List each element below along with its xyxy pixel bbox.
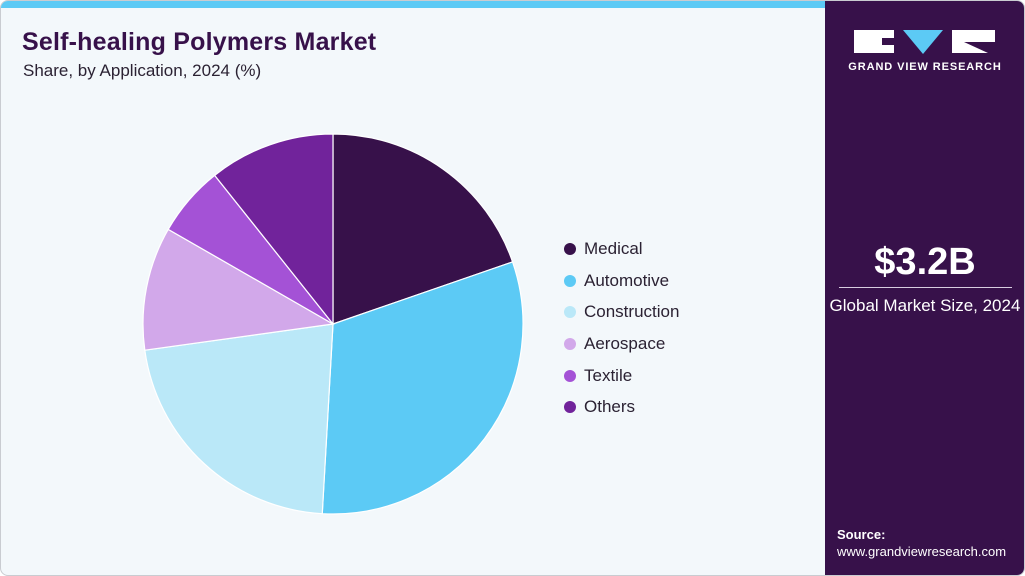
legend-dot-icon: [564, 337, 576, 350]
legend-item-textile: Textile: [564, 360, 679, 392]
source-label: Source:: [837, 527, 886, 542]
pie-slice-automotive: [321, 261, 524, 515]
pie-svg: [142, 133, 524, 515]
pie-slice-construction: [144, 323, 334, 515]
pie-slice-medical: [332, 133, 514, 325]
divider: [839, 287, 1012, 288]
legend: Medical Automotive Construction Aerospac…: [564, 233, 679, 423]
chart-subtitle: Share, by Application, 2024 (%): [23, 61, 262, 80]
legend-label: Others: [584, 397, 636, 417]
legend-label: Medical: [584, 238, 643, 258]
legend-dot-icon: [564, 306, 576, 319]
legend-item-aerospace: Aerospace: [564, 328, 679, 360]
side-panel: [825, 1, 1024, 575]
legend-dot-icon: [564, 401, 576, 414]
legend-label: Automotive: [584, 270, 670, 290]
legend-dot-icon: [564, 369, 576, 382]
pie-chart: [141, 132, 525, 516]
brand-name: GRAND VIEW RESEARCH: [848, 61, 1002, 73]
accent-strip: [1, 1, 825, 8]
pie-slice-others: [213, 133, 334, 326]
gvr-logo-icon: [854, 30, 995, 54]
source-link[interactable]: www.grandviewresearch.com: [837, 544, 1007, 559]
chart-title: Self-healing Polymers Market: [22, 28, 377, 56]
market-size-value: $3.2B: [874, 241, 976, 283]
legend-label: Aerospace: [584, 333, 666, 353]
legend-item-automotive: Automotive: [564, 265, 679, 297]
legend-dot-icon: [564, 274, 576, 287]
legend-item-construction: Construction: [564, 296, 679, 328]
pie-slice-aerospace: [142, 228, 335, 351]
legend-label: Construction: [584, 302, 680, 322]
market-size-label: Global Market Size, 2024: [829, 296, 1021, 315]
legend-item-others: Others: [564, 391, 679, 423]
legend-label: Textile: [584, 365, 633, 385]
legend-dot-icon: [564, 242, 576, 255]
legend-item-medical: Medical: [564, 233, 679, 265]
